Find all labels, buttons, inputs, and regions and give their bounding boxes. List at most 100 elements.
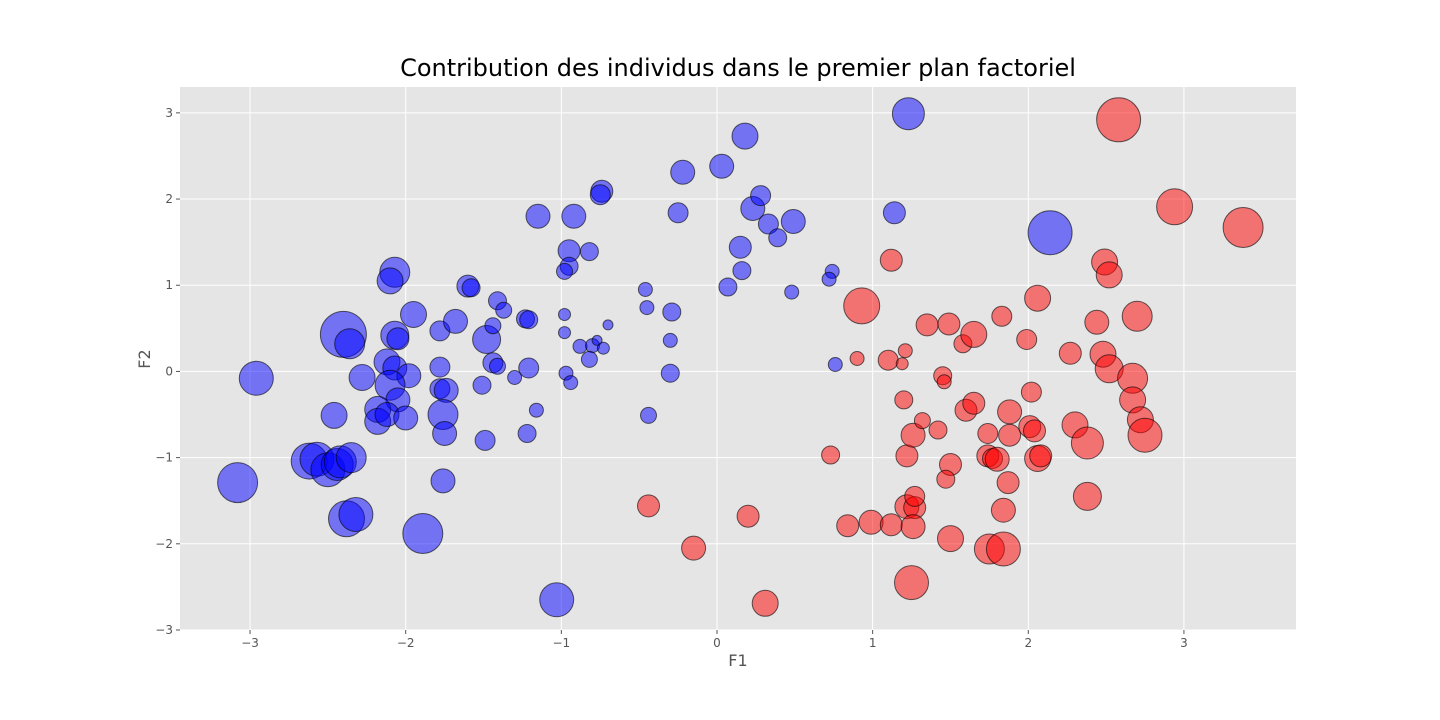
scatter-point: [596, 341, 610, 355]
scatter-point: [662, 332, 678, 348]
scatter-point: [1156, 188, 1194, 226]
scatter-point: [937, 312, 961, 336]
scatter-point: [784, 284, 800, 300]
scatter-point: [891, 97, 925, 131]
chart-title: Contribution des individus dans le premi…: [400, 54, 1076, 82]
scatter-point: [984, 446, 1010, 472]
scatter-point: [732, 261, 752, 281]
scatter-point: [518, 357, 540, 379]
scatter-point: [507, 370, 523, 385]
scatter-point: [495, 301, 513, 319]
scatter-point: [432, 421, 458, 446]
scatter-point: [1072, 481, 1102, 511]
scatter-point: [962, 391, 986, 415]
scatter-point: [757, 213, 779, 235]
scatter-point: [386, 327, 410, 351]
x-tick-label: 1: [869, 636, 877, 650]
scatter-point: [736, 504, 760, 528]
scatter-point: [589, 184, 611, 206]
scatter-point: [960, 320, 988, 348]
scatter-point: [977, 423, 999, 444]
scatter-point: [879, 248, 903, 272]
scatter-point: [1121, 300, 1153, 332]
scatter-point: [1127, 417, 1163, 453]
scatter-point: [849, 351, 865, 366]
scatter-point: [997, 399, 1023, 425]
data-points: [217, 97, 1264, 618]
scatter-point: [718, 277, 738, 297]
scatter-point: [320, 401, 348, 429]
scatter-point: [602, 319, 614, 331]
scatter-point: [821, 445, 841, 465]
scatter-point: [474, 429, 496, 451]
scatter-point: [1029, 444, 1053, 468]
scatter-point: [836, 514, 860, 538]
scatter-point: [1023, 419, 1046, 443]
scatter-point: [572, 338, 588, 354]
scatter-point: [1058, 341, 1082, 365]
y-tick-label: −3: [155, 623, 173, 637]
scatter-point: [662, 302, 682, 322]
scatter-point: [895, 444, 919, 468]
y-tick-label: −2: [155, 537, 173, 551]
scatter-point: [996, 471, 1020, 495]
y-tick-label: −1: [155, 451, 173, 465]
scatter-point: [1222, 207, 1264, 248]
scatter-point: [879, 513, 903, 537]
axis-ticks: −3 −2 −1 0 1 2 3 −3 −2 −1 0 1 2 3: [155, 106, 1187, 650]
x-tick-label: −3: [241, 636, 259, 650]
scatter-point: [591, 334, 603, 346]
scatter-point: [915, 313, 939, 337]
scatter-point: [558, 326, 571, 340]
scatter-point: [484, 317, 502, 335]
scatter-point: [563, 375, 579, 391]
x-tick-label: −2: [397, 636, 415, 650]
scatter-point: [1084, 309, 1110, 335]
scatter-point: [780, 209, 806, 234]
scatter-point: [1020, 381, 1042, 403]
scatter-point: [670, 159, 696, 185]
scatter-point: [1016, 329, 1038, 350]
scatter-point: [472, 375, 492, 395]
scatter-point: [519, 310, 539, 330]
scatter-point: [913, 412, 931, 430]
scatter-point: [877, 349, 899, 371]
y-axis-label: F2: [135, 349, 154, 368]
scatter-point: [558, 308, 571, 321]
scatter-point: [894, 390, 914, 410]
scatter-point: [985, 531, 1021, 567]
scatter-point: [681, 535, 707, 561]
scatter-point: [637, 494, 660, 518]
scatter-point: [731, 122, 759, 150]
scatter-point: [827, 357, 843, 372]
scatter-point: [750, 185, 772, 207]
scatter-point: [561, 203, 587, 229]
scatter-point: [525, 203, 551, 229]
scatter-point: [402, 513, 444, 554]
y-tick-label: 0: [165, 364, 173, 378]
scatter-point: [1095, 261, 1123, 289]
scatter-point: [936, 374, 952, 390]
scatter-point: [539, 582, 575, 618]
x-tick-label: 3: [1180, 636, 1188, 650]
scatter-point: [217, 462, 259, 504]
x-tick-label: 2: [1024, 636, 1032, 650]
scatter-point: [709, 153, 735, 179]
scatter-point: [461, 278, 481, 298]
scatter-point: [728, 235, 752, 259]
scatter-point: [528, 402, 544, 418]
scatter-point: [334, 328, 366, 360]
y-tick-label: 3: [165, 106, 173, 120]
scatter-point: [667, 202, 689, 224]
x-tick-label: −1: [552, 636, 570, 650]
scatter-point: [430, 468, 456, 494]
scatter-point: [660, 363, 680, 383]
scatter-point: [904, 485, 926, 507]
scatter-point: [1096, 97, 1142, 143]
scatter-point: [376, 267, 404, 295]
scatter-point: [348, 364, 376, 391]
scatter-point: [990, 497, 1016, 523]
scatter-point: [556, 262, 573, 280]
scatter-point: [928, 420, 948, 440]
scatter-point: [637, 282, 653, 297]
